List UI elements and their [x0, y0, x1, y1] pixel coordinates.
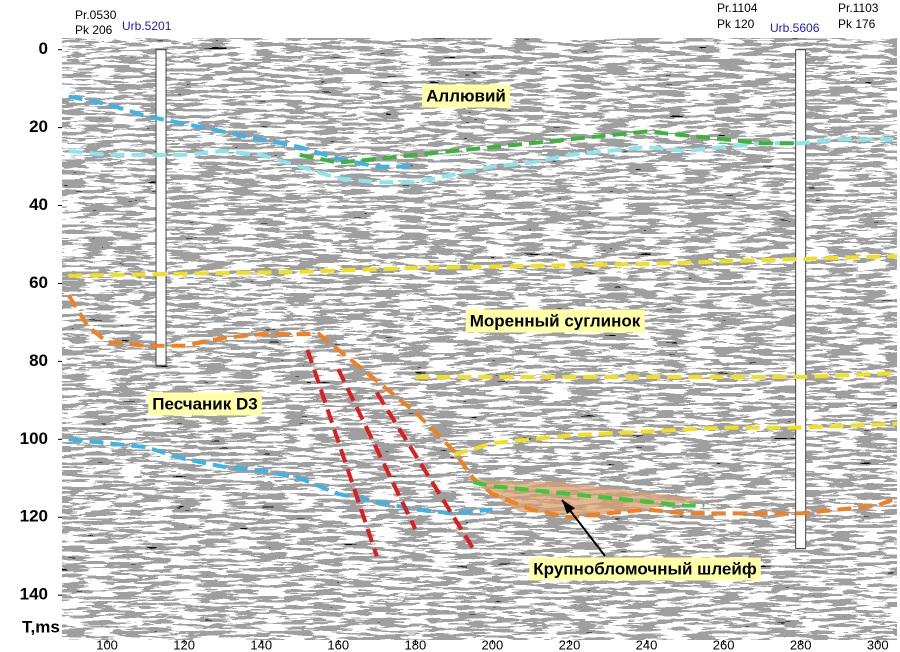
x-tick-label: 100: [96, 637, 118, 652]
x-tick-label: 260: [713, 637, 735, 652]
y-tick-label: 80: [29, 351, 48, 370]
annotation: Крупнобломочный шлейф: [533, 559, 757, 578]
top-label: Pk 176: [838, 17, 876, 31]
horizon: [66, 294, 898, 520]
y-tick-label: 20: [29, 117, 48, 136]
x-tick-label: 160: [327, 637, 349, 652]
annotation-box: [422, 84, 510, 108]
x-tick-label: 240: [636, 637, 658, 652]
seismic-background: [62, 38, 897, 640]
horizon: [305, 349, 379, 557]
y-tick-label: 0: [39, 39, 48, 58]
well: [155, 49, 167, 366]
horizon: [472, 480, 705, 508]
x-tick-label: 280: [790, 637, 812, 652]
horizon: [375, 391, 475, 550]
horizon: [415, 371, 898, 379]
y-tick-label: 100: [20, 429, 48, 448]
annotation-box: [529, 557, 761, 581]
y-axis-label: T,ms: [22, 617, 60, 636]
top-label: Pk 120: [717, 17, 755, 31]
horizon: [68, 94, 416, 169]
annotation-box: [148, 392, 262, 416]
horizon: [68, 137, 897, 185]
x-tick-label: 120: [173, 637, 195, 652]
horizon: [299, 129, 801, 165]
top-label: Pr.1104: [717, 1, 758, 15]
annotation: Моренный суглинок: [470, 311, 641, 330]
top-label: Urb.5606: [770, 21, 820, 35]
x-tick-label: 180: [404, 637, 426, 652]
y-tick-label: 40: [29, 195, 48, 214]
horizon: [68, 254, 898, 278]
horizon: [68, 437, 493, 516]
top-label: Pr.0530: [75, 8, 117, 22]
annotation: Аллювий: [426, 86, 506, 105]
top-label: Pk 206: [75, 23, 113, 37]
arrow-head: [562, 500, 575, 514]
y-tick-label: 140: [20, 585, 48, 604]
y-tick-label: 60: [29, 273, 48, 292]
annotation-box: [465, 309, 645, 333]
horizon: [453, 421, 898, 457]
y-tick-label: 120: [20, 507, 48, 526]
x-tick-label: 140: [250, 637, 272, 652]
well: [795, 49, 807, 549]
top-label: Pr.1103: [838, 1, 879, 15]
top-label: Urb.5201: [122, 19, 172, 33]
annotation: Песчаник D3: [152, 394, 257, 413]
horizon: [336, 368, 418, 530]
x-tick-label: 300: [867, 637, 889, 652]
x-tick-label: 220: [559, 637, 581, 652]
x-tick-label: 200: [482, 637, 504, 652]
marks: [66, 49, 898, 557]
